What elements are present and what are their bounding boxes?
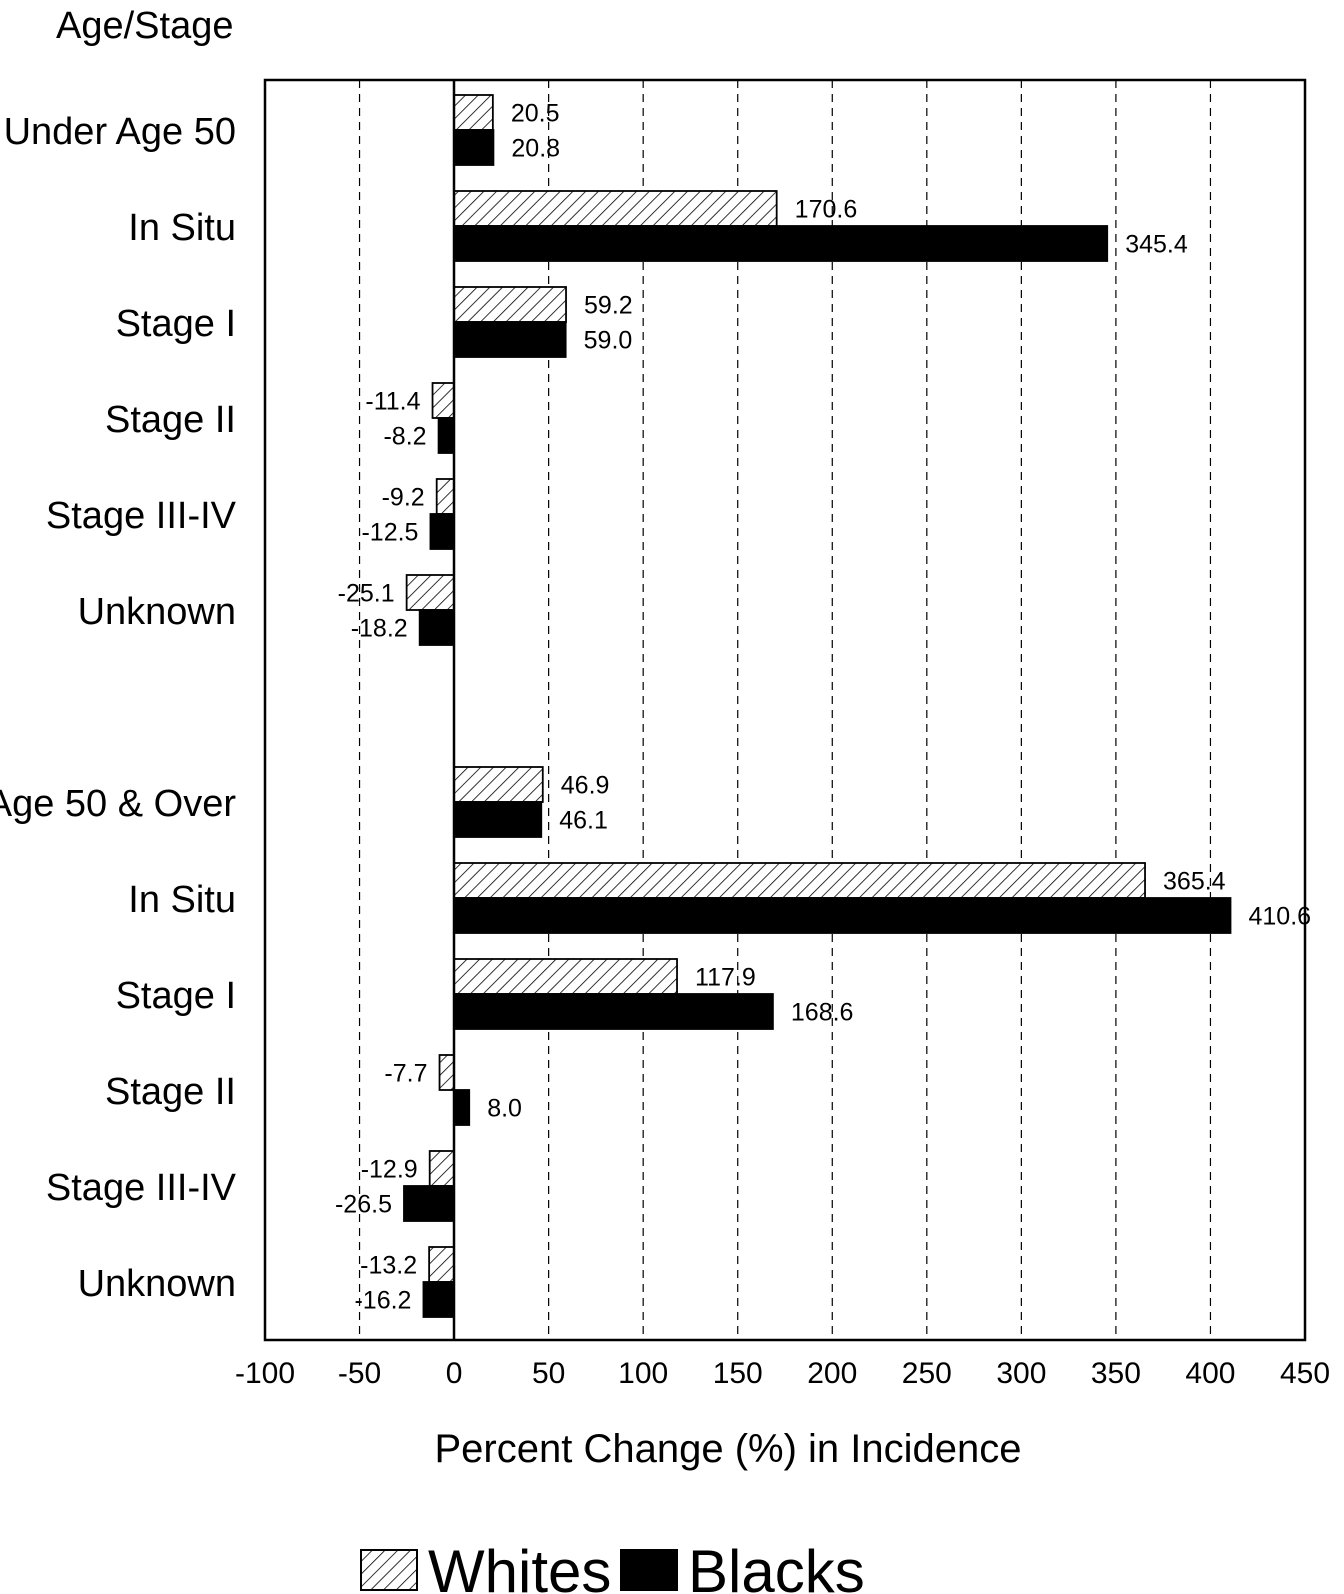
bar-blacks [453, 897, 1232, 934]
category-label: In Situ [128, 879, 236, 921]
data-label-blacks: 8.0 [487, 1095, 522, 1123]
category-label: In Situ [128, 207, 236, 249]
category-label: Age 50 & Over [0, 783, 236, 825]
category-label: Stage I [116, 975, 236, 1017]
data-label-blacks: 345.4 [1125, 231, 1188, 259]
category-label: Stage I [116, 303, 236, 345]
data-label-whites: -7.7 [384, 1060, 427, 1088]
data-label-blacks: 168.6 [791, 999, 854, 1027]
category-label: Stage II [105, 1071, 236, 1113]
bar-whites [428, 1150, 455, 1187]
bars [403, 94, 1232, 1318]
data-label-blacks: -26.5 [335, 1191, 392, 1219]
data-label-blacks: 59.0 [584, 327, 633, 355]
data-label-whites: 365.4 [1163, 868, 1226, 896]
category-label: Stage III-IV [46, 495, 237, 537]
corner-label: Age/Stage [56, 5, 233, 47]
data-label-whites: -11.4 [365, 388, 420, 416]
x-tick-label: 100 [618, 1357, 668, 1390]
x-tick-label: -50 [338, 1357, 381, 1390]
bar-whites [431, 382, 455, 419]
bar-blacks [422, 1281, 455, 1318]
category-label: Unknown [78, 591, 236, 633]
x-tick-label: 450 [1280, 1357, 1330, 1390]
data-label-blacks: -8.2 [383, 423, 426, 451]
data-label-whites: -13.2 [360, 1252, 417, 1280]
bar-blacks [418, 609, 455, 646]
data-label-whites: -9.2 [382, 484, 425, 512]
bar-blacks [403, 1185, 455, 1222]
x-tick-label: 50 [532, 1357, 565, 1390]
legend-label-blacks: Blacks [688, 1538, 865, 1594]
legend-swatch-whites [360, 1549, 418, 1591]
bar-blacks [453, 993, 774, 1030]
grid-lines [358, 80, 1212, 1340]
legend-swatch-blacks [620, 1549, 678, 1591]
category-labels: Under Age 50 In Situ Stage I Stage II Stage … [0, 111, 237, 1305]
x-tick-labels: -100 -50 0 50 100 150 200 250 300 350 400 450 [235, 1357, 1330, 1390]
bar-whites [453, 862, 1146, 899]
bar-blacks [453, 129, 495, 166]
data-label-blacks: 46.1 [559, 807, 608, 835]
bar-blacks [437, 417, 455, 454]
bar-blacks [453, 225, 1109, 262]
x-tick-label: 150 [713, 1357, 763, 1390]
bar-whites [453, 190, 778, 227]
x-tick-label: 250 [902, 1357, 952, 1390]
bar-whites [428, 1246, 455, 1283]
x-axis-title: Percent Change (%) in Incidence [435, 1427, 1022, 1471]
legend: Whites Blacks [360, 1538, 865, 1594]
bar-blacks [453, 801, 543, 838]
bar-whites [405, 574, 455, 611]
x-tick-label: -100 [235, 1357, 295, 1390]
data-label-whites: 59.2 [584, 292, 633, 320]
bar-whites [453, 94, 494, 131]
data-label-blacks: -12.5 [361, 519, 418, 547]
bar-blacks [453, 321, 567, 358]
data-label-whites: 20.5 [511, 100, 560, 128]
category-label: Under Age 50 [4, 111, 236, 153]
x-tick-label: 200 [807, 1357, 857, 1390]
x-tick-label: 0 [446, 1357, 463, 1390]
x-tick-label: 300 [996, 1357, 1046, 1390]
data-label-whites: 46.9 [561, 772, 610, 800]
data-label-blacks: 20.8 [511, 135, 560, 163]
bar-whites [435, 478, 455, 515]
data-label-whites: -25.1 [338, 580, 395, 608]
plot-frame [263, 78, 1307, 1342]
category-label: Unknown [78, 1263, 236, 1305]
bar-whites [453, 766, 544, 803]
data-label-blacks: -16.2 [354, 1287, 411, 1315]
value-labels: 20.5 20.8 170.6 345.4 59.2 59.0 -11.4 -8.2 -9.2 -… [335, 100, 1311, 1315]
bar-whites [438, 1054, 455, 1091]
bar-blacks [429, 513, 455, 550]
data-label-whites: -12.9 [361, 1156, 418, 1184]
x-tick-label: 350 [1091, 1357, 1141, 1390]
category-label: Stage II [105, 399, 236, 441]
category-label: Stage III-IV [46, 1167, 237, 1209]
data-label-whites: 170.6 [795, 196, 858, 224]
data-label-blacks: -18.2 [351, 615, 408, 643]
bar-whites [453, 958, 678, 995]
x-tick-label: 400 [1185, 1357, 1235, 1390]
bar-whites [453, 286, 567, 323]
legend-label-whites: Whites [428, 1538, 611, 1594]
bar-blacks [453, 1089, 471, 1126]
data-label-blacks: 410.6 [1248, 903, 1311, 931]
data-label-whites: 117.9 [695, 964, 756, 992]
